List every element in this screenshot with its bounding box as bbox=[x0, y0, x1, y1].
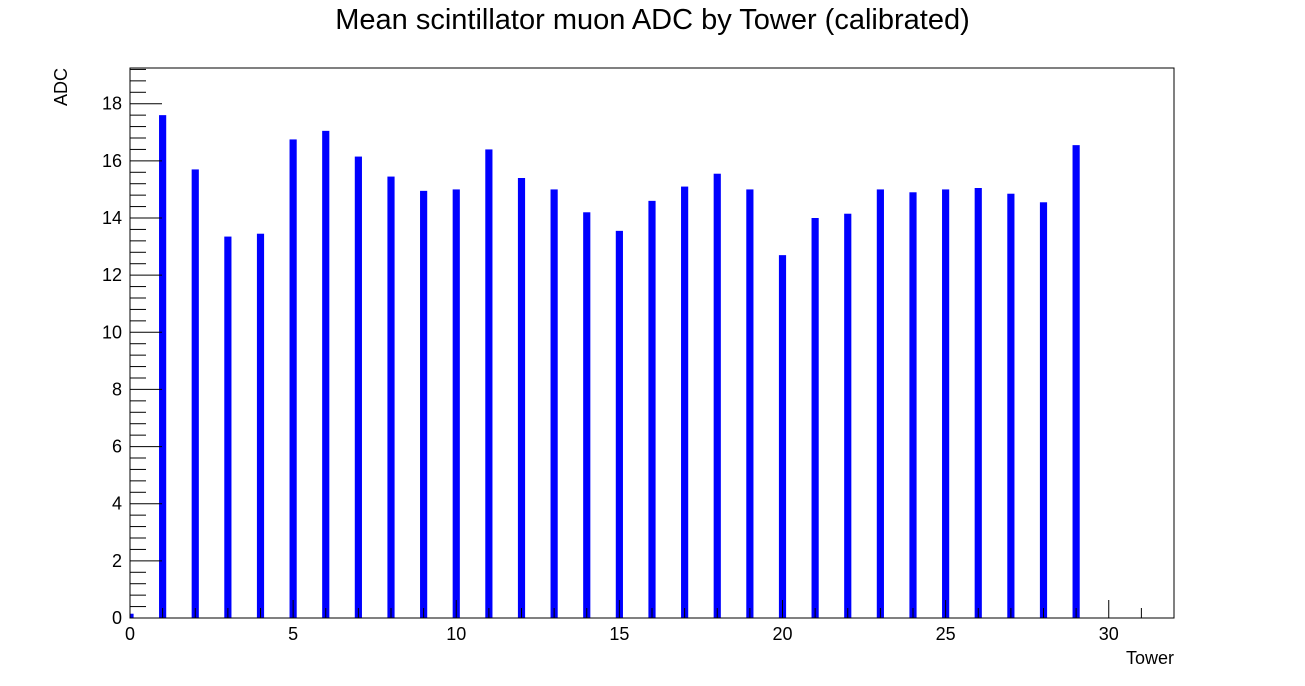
y-tick-label: 0 bbox=[112, 608, 122, 628]
bar bbox=[1072, 145, 1080, 618]
bar bbox=[354, 156, 362, 619]
y-tick-label: 2 bbox=[112, 551, 122, 571]
x-axis-label: Tower bbox=[1126, 648, 1174, 668]
chart-title: Mean scintillator muon ADC by Tower (cal… bbox=[335, 4, 970, 36]
y-tick-label: 14 bbox=[102, 208, 122, 228]
y-tick-label: 6 bbox=[112, 437, 122, 457]
bar bbox=[615, 230, 623, 618]
bar bbox=[517, 178, 526, 618]
bar bbox=[452, 189, 460, 618]
y-tick-label: 10 bbox=[102, 322, 122, 342]
x-tick-label: 25 bbox=[936, 624, 956, 644]
bar bbox=[420, 190, 428, 618]
axes-group: 0 2 4 6 8 10 12 14 16 18 0 5 10 15 20 25 30 bbox=[102, 67, 1175, 644]
bar bbox=[387, 176, 395, 619]
bar bbox=[648, 200, 656, 618]
x-tick-label: 10 bbox=[446, 624, 466, 644]
bar bbox=[322, 130, 330, 618]
bar bbox=[713, 173, 721, 618]
y-tick-label: 4 bbox=[112, 494, 122, 514]
bar bbox=[746, 189, 754, 618]
x-tick-label: 5 bbox=[288, 624, 298, 644]
bar bbox=[909, 192, 917, 619]
bar bbox=[1007, 193, 1015, 618]
y-tick-label: 16 bbox=[102, 151, 122, 171]
x-tick-label: 15 bbox=[609, 624, 629, 644]
x-tick-label: 20 bbox=[772, 624, 792, 644]
bar bbox=[681, 186, 689, 619]
y-tick-label: 12 bbox=[102, 265, 122, 285]
bar bbox=[583, 212, 591, 619]
bar bbox=[974, 188, 982, 618]
bar bbox=[256, 233, 265, 618]
bar bbox=[289, 139, 297, 618]
bar bbox=[191, 169, 199, 618]
bar bbox=[159, 115, 167, 619]
bar bbox=[844, 213, 852, 618]
x-tick-label: 30 bbox=[1099, 624, 1119, 644]
bar bbox=[1039, 202, 1048, 619]
bar bbox=[550, 189, 558, 618]
bar bbox=[130, 613, 134, 618]
y-tick-label: 8 bbox=[112, 379, 122, 399]
x-tick-label: 0 bbox=[125, 624, 135, 644]
bar bbox=[485, 149, 493, 618]
bars-group bbox=[130, 115, 1080, 619]
bar bbox=[876, 189, 884, 618]
bar bbox=[224, 236, 232, 619]
bar bbox=[811, 218, 819, 618]
bar bbox=[778, 255, 787, 618]
bar bbox=[942, 189, 950, 618]
y-axis-label: ADC bbox=[51, 68, 71, 106]
y-tick-label: 18 bbox=[102, 94, 122, 114]
